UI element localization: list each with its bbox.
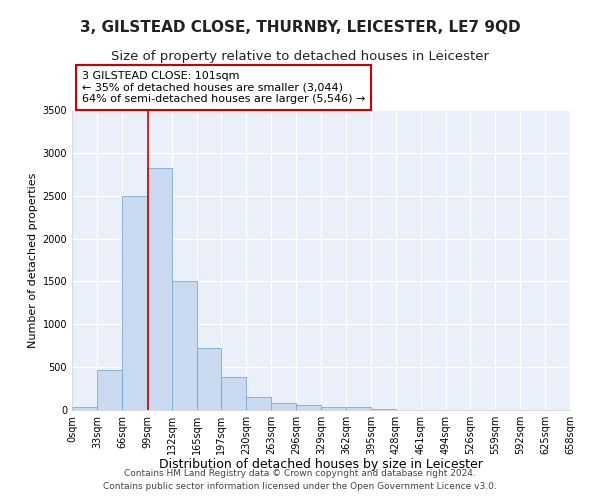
Text: Contains HM Land Registry data © Crown copyright and database right 2024.: Contains HM Land Registry data © Crown c… xyxy=(124,468,476,477)
Bar xyxy=(147,168,172,410)
X-axis label: Distribution of detached houses by size in Leicester: Distribution of detached houses by size … xyxy=(159,458,483,471)
Bar xyxy=(197,348,221,410)
Bar xyxy=(172,280,197,410)
Bar xyxy=(271,403,296,410)
Bar xyxy=(122,196,147,410)
Bar xyxy=(221,376,246,410)
Text: 3 GILSTEAD CLOSE: 101sqm
← 35% of detached houses are smaller (3,044)
64% of sem: 3 GILSTEAD CLOSE: 101sqm ← 35% of detach… xyxy=(82,71,365,104)
Text: Size of property relative to detached houses in Leicester: Size of property relative to detached ho… xyxy=(111,50,489,63)
Text: 3, GILSTEAD CLOSE, THURNBY, LEICESTER, LE7 9QD: 3, GILSTEAD CLOSE, THURNBY, LEICESTER, L… xyxy=(80,20,520,35)
Bar xyxy=(321,406,346,410)
Bar xyxy=(97,370,122,410)
Bar xyxy=(72,408,97,410)
Bar xyxy=(296,406,321,410)
Y-axis label: Number of detached properties: Number of detached properties xyxy=(28,172,38,348)
Bar xyxy=(246,397,271,410)
Text: Contains public sector information licensed under the Open Government Licence v3: Contains public sector information licen… xyxy=(103,482,497,491)
Bar xyxy=(371,408,396,410)
Bar xyxy=(346,408,371,410)
